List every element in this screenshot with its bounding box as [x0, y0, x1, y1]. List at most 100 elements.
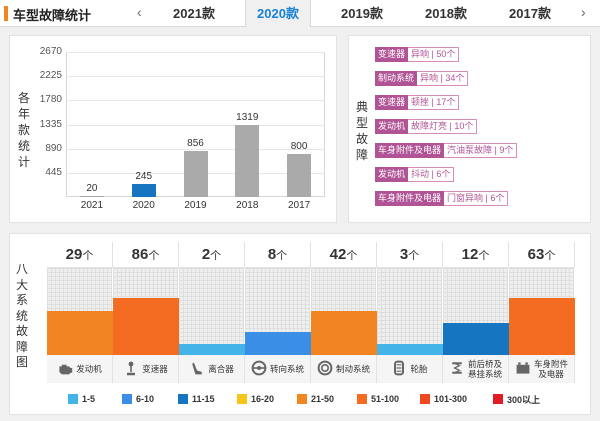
system-column[interactable]: 29个发动机 — [47, 242, 113, 383]
bar-2021[interactable] — [79, 195, 104, 197]
fault-tag[interactable]: 变速器 顿挫 | 17个 — [375, 95, 460, 110]
legend-item: 6-10 — [122, 392, 154, 406]
system-column[interactable]: 12个 前后桥及 悬挂系统 — [443, 242, 509, 383]
system-count: 3个 — [377, 242, 443, 268]
system-column[interactable]: 63个 车身附件 及电器 — [509, 242, 575, 383]
system-level-fill — [377, 344, 443, 355]
fault-desc: 异响 | 34个 — [417, 71, 469, 86]
bar-value-label: 245 — [135, 170, 153, 182]
bar-2019[interactable] — [183, 150, 208, 197]
system-column[interactable]: 42个 制动系统 — [311, 242, 377, 383]
fault-count: 34个 — [445, 73, 465, 83]
fault-count: 17个 — [436, 97, 456, 107]
legend-item: 300以上 — [493, 392, 540, 406]
system-count-value: 3 — [399, 246, 409, 263]
legend-swatch — [357, 394, 367, 404]
fault-tag[interactable]: 车身附件及电器 门窗异响 | 6个 — [375, 191, 509, 206]
system-count-value: 86 — [131, 246, 149, 263]
legend-label: 11-15 — [192, 394, 215, 404]
fault-name: 门窗异响 — [447, 193, 484, 203]
legend-label: 6-10 — [136, 394, 155, 404]
gridline — [66, 76, 325, 78]
gridline — [66, 124, 325, 126]
system-column[interactable]: 86个 变速器 — [113, 242, 179, 383]
system-column[interactable]: 3个 轮胎 — [377, 242, 443, 383]
legend-item: 51-100 — [357, 392, 399, 406]
fault-system: 车身附件及电器 — [375, 191, 445, 206]
legend-label: 21-50 — [311, 394, 335, 404]
next-arrow-icon[interactable]: › — [581, 4, 586, 20]
yearly-chart-panel — [9, 35, 337, 223]
bar-value-label: 20 — [86, 182, 98, 194]
fault-count: 50个 — [436, 49, 456, 59]
fault-tag[interactable]: 发动机 抖动 | 6个 — [375, 167, 455, 182]
y-tick-label: 2670 — [39, 46, 62, 57]
system-count: 29个 — [47, 242, 113, 268]
system-count-value: 2 — [201, 246, 211, 263]
legend-swatch — [493, 394, 503, 404]
system-level-fill — [443, 323, 509, 355]
bar-2017[interactable] — [287, 153, 312, 197]
system-level-fill — [179, 344, 245, 355]
tab-2019[interactable]: 2019款 — [341, 6, 383, 21]
legend-item: 16-20 — [237, 392, 274, 406]
system-count-unit: 个 — [276, 250, 288, 262]
fault-name: 顿挫 — [411, 97, 430, 107]
fault-tag[interactable]: 制动系统 异响 | 34个 — [375, 71, 469, 86]
tab-2018[interactable]: 2018款 — [425, 6, 467, 21]
legend-label: 300以上 — [507, 394, 541, 405]
gear-shift-icon — [123, 360, 139, 378]
system-name: 离合器 — [208, 364, 234, 374]
fault-tag[interactable]: 车身附件及电器 汽油泵故障 | 9个 — [375, 143, 518, 158]
gridline — [66, 148, 325, 150]
legend-item: 101-300 — [420, 392, 467, 406]
fault-tag[interactable]: 发动机 故障灯亮 | 10个 — [375, 119, 478, 134]
tab-2021[interactable]: 2021款 — [173, 6, 215, 21]
fault-name: 异响 — [411, 49, 430, 59]
fault-count: 9个 — [499, 145, 514, 155]
y-tick-label: 1780 — [39, 94, 62, 106]
gridline — [66, 52, 325, 53]
bar-value-label: 800 — [290, 140, 308, 152]
fault-system: 变速器 — [375, 47, 409, 62]
x-tick-label: 2019 — [184, 200, 207, 211]
tab-2020[interactable]: 2020款 — [245, 0, 311, 27]
typical-faults-label: 典型故障 — [355, 100, 368, 162]
fault-count: 6个 — [490, 193, 505, 203]
system-label-box: 转向系统 — [245, 355, 311, 383]
legend-label: 1-5 — [82, 394, 96, 404]
legend-item: 11-15 — [178, 392, 215, 406]
legend-swatch — [178, 394, 188, 404]
fault-system: 发动机 — [375, 167, 409, 182]
system-name: 转向系统 — [269, 364, 304, 374]
system-level-track — [443, 268, 509, 355]
bar-value-label: 1319 — [236, 112, 259, 124]
prev-arrow-icon[interactable]: ‹ — [137, 4, 142, 20]
system-level-fill — [311, 311, 377, 355]
system-count-value: 42 — [329, 246, 347, 263]
legend-item: 21-50 — [297, 392, 334, 406]
system-level-track — [179, 268, 245, 355]
x-tick-label: 2021 — [80, 200, 104, 211]
bar-2018[interactable] — [235, 125, 260, 197]
fault-tag[interactable]: 变速器 异响 | 50个 — [375, 47, 460, 62]
engine-icon — [57, 360, 73, 378]
fault-desc: 顿挫 | 17个 — [408, 95, 460, 110]
system-count-value: 12 — [461, 246, 479, 263]
system-level-track — [113, 268, 179, 355]
steering-wheel-icon — [251, 360, 267, 378]
legend-item: 1-5 — [68, 392, 95, 406]
system-name: 发动机 — [76, 364, 102, 374]
system-level-track — [509, 268, 575, 355]
clutch-pedal-icon — [189, 360, 205, 378]
system-level-fill — [47, 311, 113, 355]
tab-2017[interactable]: 2017款 — [509, 6, 551, 21]
system-name: 变速器 — [142, 364, 168, 374]
legend-swatch — [297, 394, 307, 404]
bar-2020[interactable] — [131, 183, 156, 197]
car-battery-icon — [515, 360, 531, 378]
system-column[interactable]: 8个 转向系统 — [245, 242, 311, 383]
system-label-box: 制动系统 — [311, 355, 377, 383]
brake-disc-icon — [317, 360, 333, 378]
system-column[interactable]: 2个 离合器 — [179, 242, 245, 383]
